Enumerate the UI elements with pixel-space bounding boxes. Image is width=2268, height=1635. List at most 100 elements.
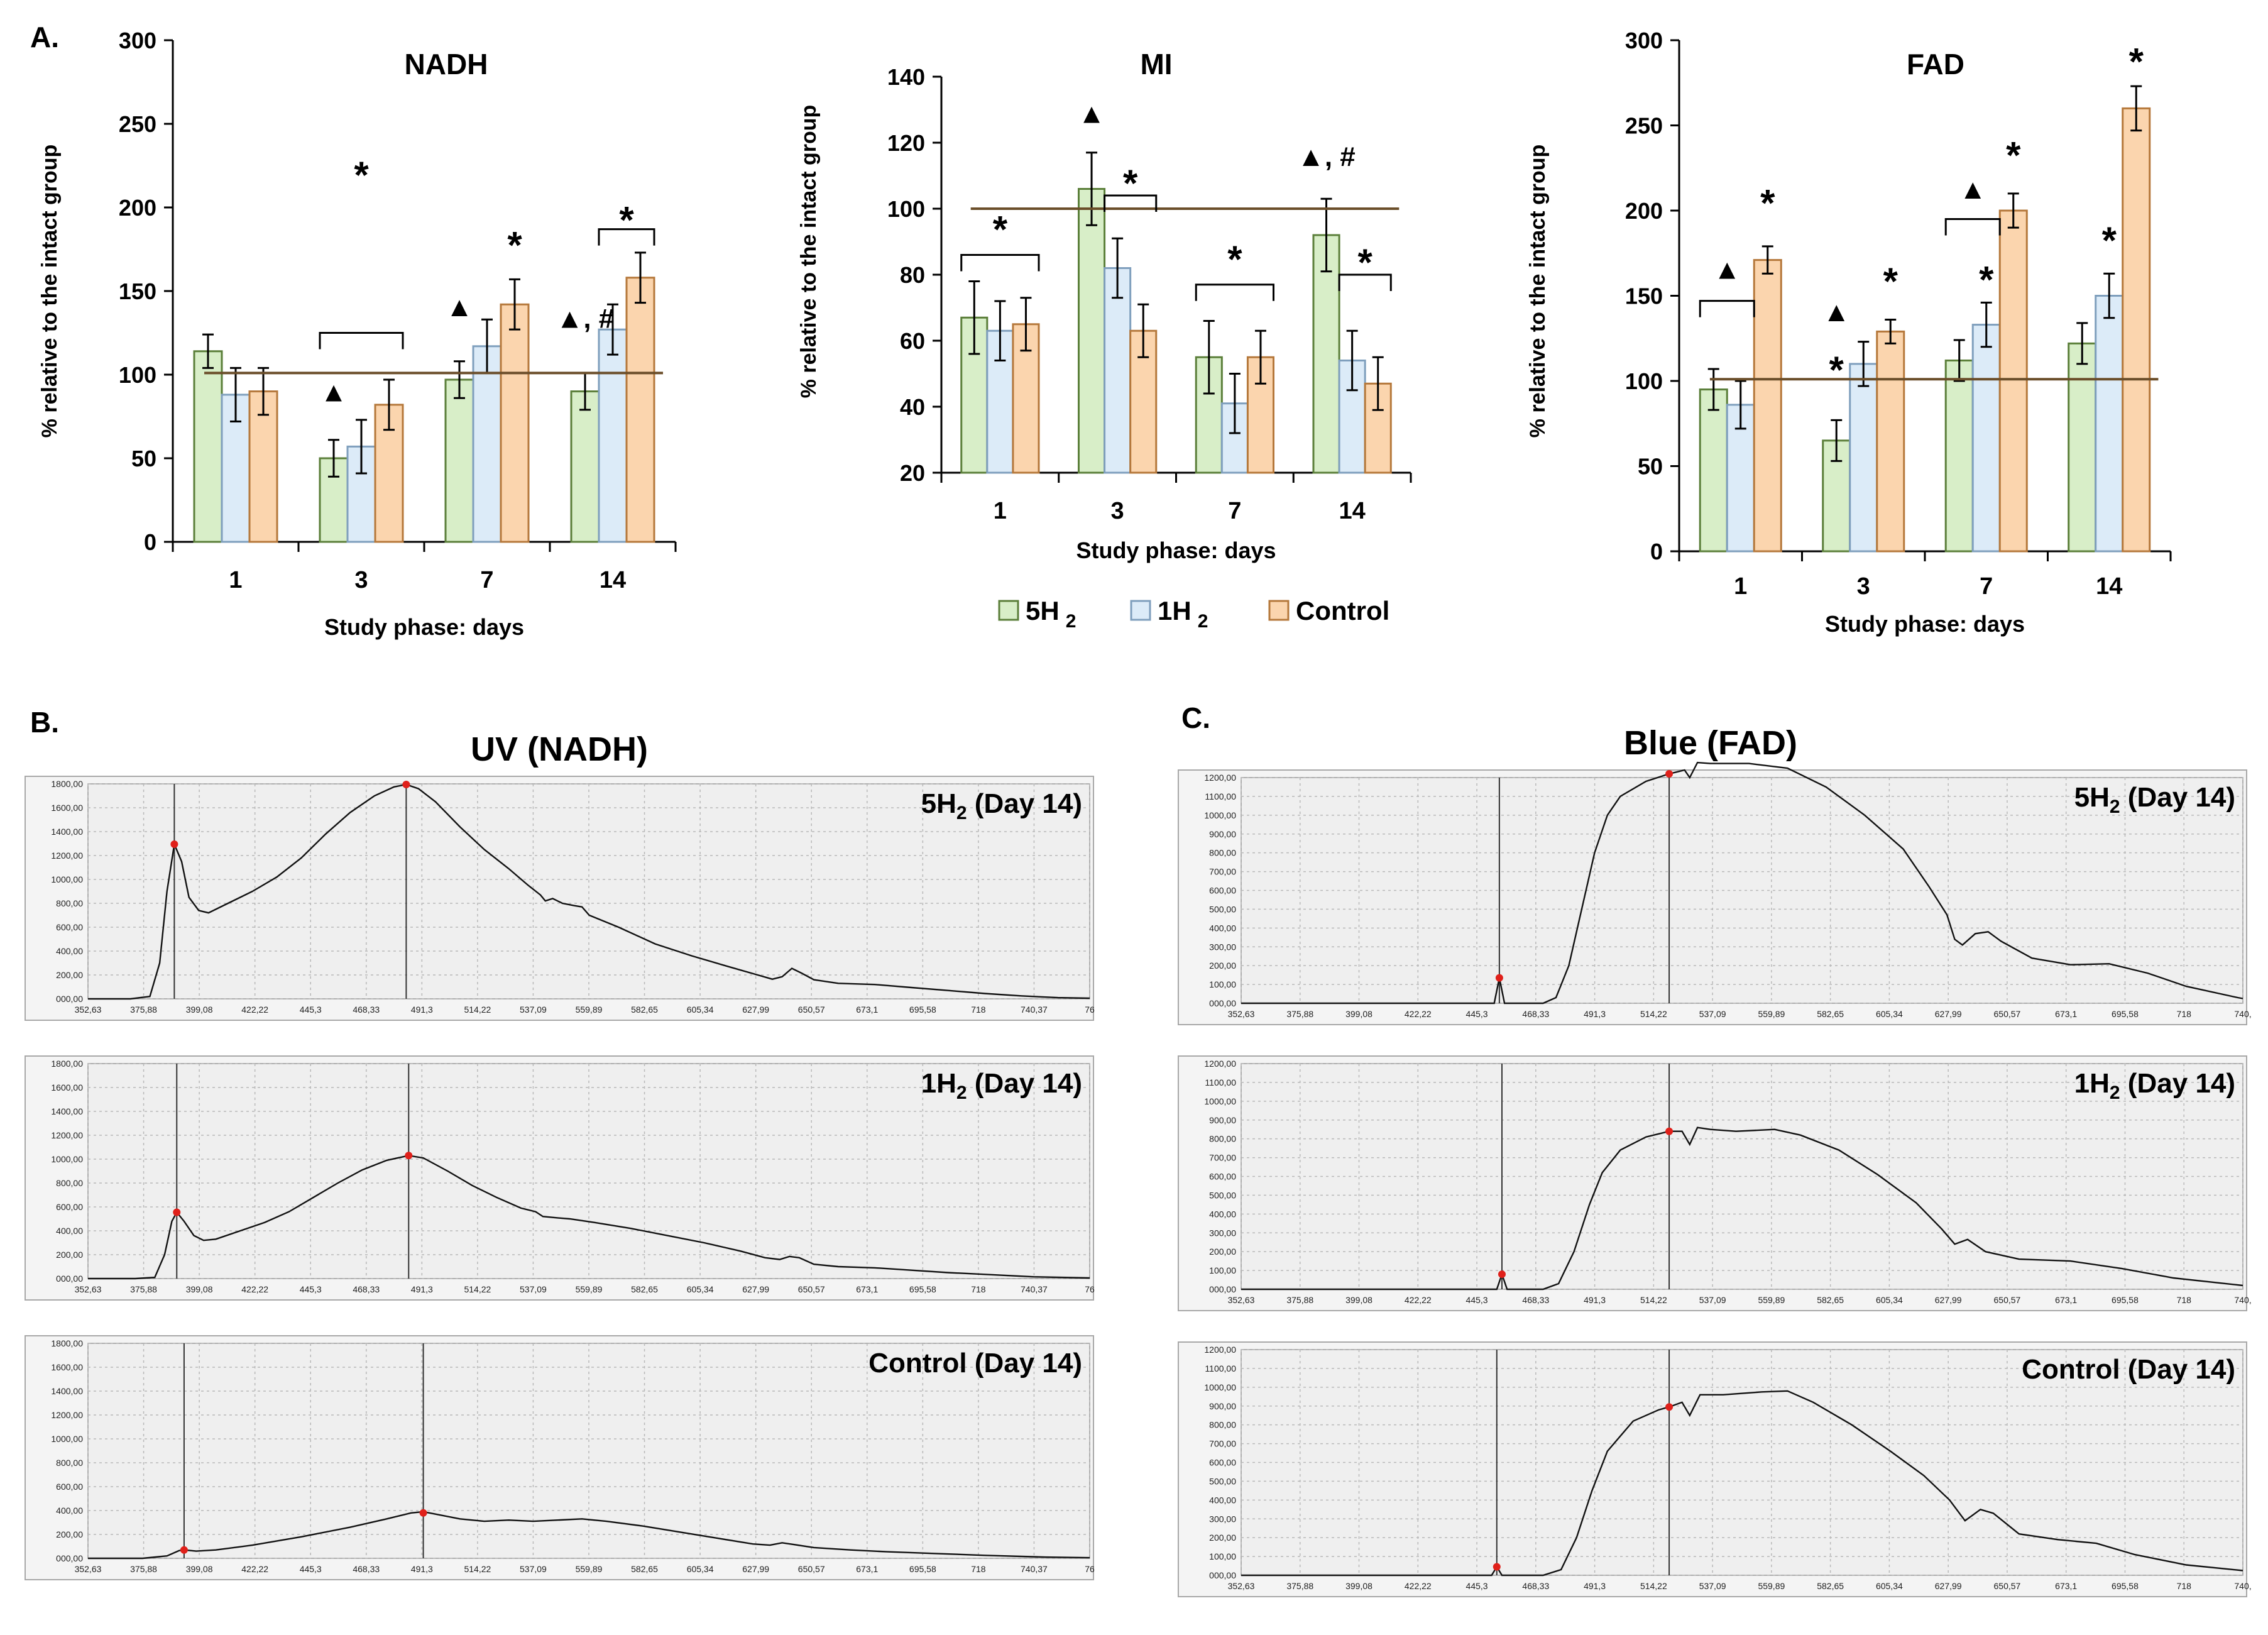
x-tick-label: 537,09 [1699, 1295, 1726, 1305]
peak-marker [402, 780, 410, 788]
panel-label-c: C. [1181, 702, 1210, 734]
spectrum-label: Control (Day 14) [868, 1348, 1082, 1379]
peak-marker [180, 1546, 188, 1554]
y-tick-label: 400,00 [56, 1506, 83, 1516]
significance-asterisk: * [354, 154, 369, 196]
bar-5h2-day-7 [444, 378, 474, 543]
x-tick-label: 375,88 [130, 1284, 157, 1294]
significance-bracket [598, 228, 655, 246]
x-tick-label: 1 [1734, 573, 1747, 600]
y-tick-label: 0 [144, 529, 156, 555]
y-tick-label: 000,00 [1209, 1570, 1236, 1580]
bar-1h2-day-7 [472, 345, 502, 543]
x-tick-label: 559,89 [576, 1284, 603, 1294]
x-tick-label: 7 [1228, 498, 1241, 524]
significance-asterisk: * [1979, 258, 1994, 300]
y-tick-label: 800,00 [56, 898, 83, 908]
x-tick-label: 673,1 [2055, 1581, 2077, 1591]
x-tick-label: 740,37 [1021, 1284, 1048, 1294]
x-tick-label: 695,58 [2112, 1009, 2139, 1019]
significance-marker: ▲ [1078, 99, 1105, 129]
spectrum-blue-1h2: 000,00 100,00 200,00 300,00 400,00 500,00 600,… [1178, 1055, 2252, 1311]
x-tick-label: 627,99 [1935, 1295, 1962, 1305]
x-tick-label: 673,1 [856, 1005, 878, 1015]
peak-marker [173, 1208, 181, 1216]
x-tick-label: 718 [2177, 1009, 2192, 1019]
bar-control-day-3 [1876, 330, 1905, 553]
x-tick-label: 375,88 [1286, 1009, 1313, 1019]
y-tick-label: 600,00 [56, 1202, 83, 1212]
y-tick-label: 000,00 [56, 994, 83, 1004]
bar-charts: NADH % relative to the intact group Study … [38, 28, 2172, 640]
x-tick-label: 468,33 [353, 1564, 380, 1574]
x-tick-label: 695,58 [909, 1005, 936, 1015]
significance-bracket [1195, 284, 1274, 301]
x-tick-label: 673,1 [856, 1564, 878, 1574]
x-tick-label: 537,09 [1699, 1581, 1726, 1591]
significance-asterisk: * [507, 224, 522, 267]
significance-asterisk: * [1227, 238, 1242, 280]
x-tick-label: 605,34 [1876, 1295, 1903, 1305]
x-tick-label: 605,34 [1876, 1009, 1903, 1019]
peak-marker [419, 1509, 427, 1517]
section-title-uv: UV (NADH) [471, 730, 648, 768]
x-tick-label: 650,57 [1994, 1295, 2021, 1305]
y-tick-label: 700,00 [1209, 1439, 1236, 1449]
bar-control-day-1 [1753, 259, 1782, 553]
bar-5h2-day-3 [1077, 188, 1106, 474]
x-tick-label: 514,22 [464, 1284, 491, 1294]
y-tick-label: 800,00 [1209, 1134, 1236, 1144]
x-tick-label: 445,3 [1466, 1581, 1488, 1591]
significance-asterisk: * [1883, 260, 1898, 302]
x-tick-label: 559,89 [1758, 1581, 1785, 1591]
y-tick-label: 1200,00 [1204, 1059, 1236, 1069]
x-tick-label: 559,89 [576, 1564, 603, 1574]
y-tick-label: 600,00 [1209, 886, 1236, 896]
legend-label: Control [1296, 596, 1389, 625]
y-tick-label: 150 [119, 278, 156, 304]
chart-title: FAD [1907, 48, 1964, 80]
spectrum-uv-1h2: 000,00 200,00 400,00 600,00 800,00 1000,00 120… [25, 1055, 1095, 1301]
peak-marker [170, 840, 178, 848]
y-tick-label: 800,00 [56, 1458, 83, 1468]
x-tick-label: 627,99 [742, 1284, 769, 1294]
x-tick-label: 514,22 [1640, 1009, 1667, 1019]
x-tick-label: 14 [1339, 498, 1365, 524]
x-tick-label: 491,3 [411, 1005, 433, 1015]
x-tick-label: 582,65 [631, 1005, 658, 1015]
peak-marker [1665, 1403, 1674, 1411]
significance-asterisk: * [1829, 349, 1844, 391]
bar-control-day-1 [248, 390, 278, 543]
x-tick-label: 740, [2234, 1295, 2251, 1305]
x-tick-label: 375,88 [130, 1005, 157, 1015]
significance-asterisk: * [2129, 41, 2144, 83]
spectrum-curve [1241, 761, 2243, 1005]
y-tick-label: 400,00 [1209, 923, 1236, 933]
y-tick-label: 60 [900, 328, 925, 354]
bar-1h2-day-7 [1971, 324, 2001, 553]
x-tick-label: 537,09 [520, 1564, 547, 1574]
x-tick-label: 3 [354, 567, 368, 593]
y-tick-label: 1600,00 [51, 803, 83, 813]
spectrum-uv-control: 000,00 200,00 400,00 600,00 800,00 1000,00 120… [25, 1335, 1095, 1580]
y-tick-label: 100,00 [1209, 1265, 1236, 1275]
spectrum-curve [88, 783, 1090, 1000]
x-tick-label: 718 [971, 1005, 986, 1015]
y-tick-label: 800,00 [1209, 848, 1236, 858]
x-tick-label: 582,65 [1817, 1009, 1844, 1019]
y-tick-label: 800,00 [1209, 1420, 1236, 1430]
x-tick-label: 537,09 [520, 1005, 547, 1015]
x-tick-label: 468,33 [1522, 1581, 1549, 1591]
legend-label: 5H 2 [1026, 596, 1076, 632]
legend-label: 1H 2 [1158, 596, 1208, 632]
x-tick-label: 491,3 [1584, 1581, 1606, 1591]
y-tick-label: 500,00 [1209, 1190, 1236, 1200]
chart-title: MI [1140, 48, 1172, 80]
x-tick-label: 605,34 [687, 1564, 714, 1574]
chart-fad: FAD % relative to the intact group Study p… [1526, 28, 2172, 637]
significance-asterisk: * [993, 209, 1008, 251]
x-tick-label: 3 [1111, 498, 1124, 524]
x-tick-label: 352,63 [1228, 1009, 1255, 1019]
y-tick-label: 1200,00 [51, 1130, 83, 1140]
